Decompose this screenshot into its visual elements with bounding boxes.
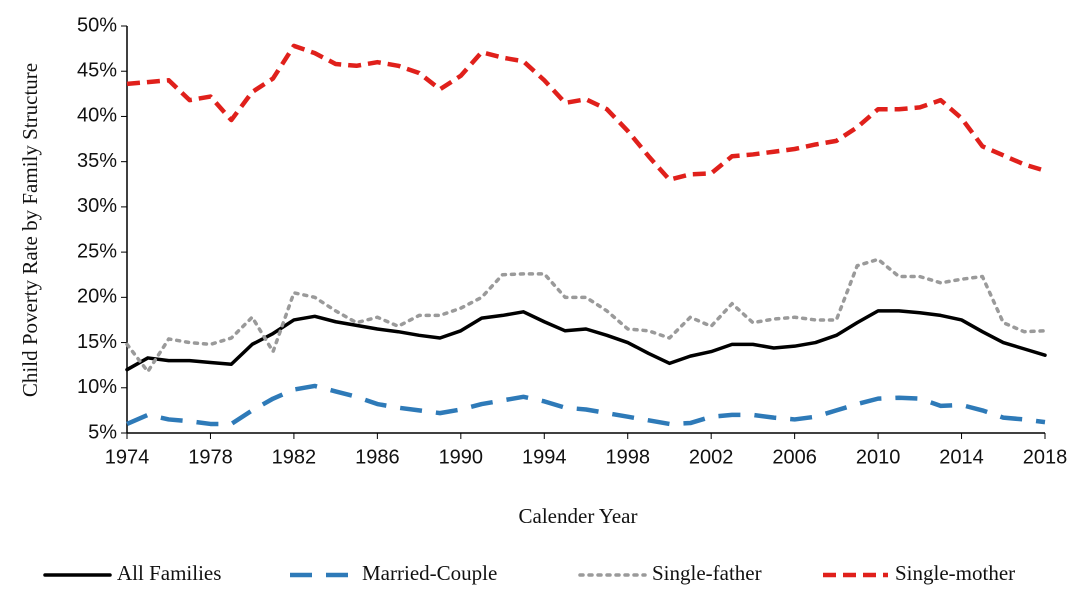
x-tick-label: 1990 (439, 446, 484, 468)
series-line (125, 309, 1047, 372)
y-tick-label: 5% (88, 421, 117, 443)
x-tick-label: 2002 (689, 446, 734, 468)
y-tick-label: 45% (77, 60, 117, 82)
x-tick-label: 1978 (188, 446, 233, 468)
y-tick-label: 15% (77, 331, 117, 353)
x-tick-label: 2014 (939, 446, 984, 468)
series-line (126, 43, 1046, 183)
y-tick-label: 20% (77, 286, 117, 308)
y-tick-label: 25% (77, 240, 117, 262)
x-tick-label: 1982 (272, 446, 317, 468)
series-line (125, 257, 1047, 374)
y-tick-label: 10% (77, 376, 117, 398)
y-tick-label: 50% (77, 14, 117, 36)
legend-label: Married-Couple (362, 561, 497, 585)
series-line (126, 383, 1046, 427)
legend-label: All Families (117, 561, 221, 585)
y-tick-label: 35% (77, 150, 117, 172)
x-tick-label: 1974 (105, 446, 150, 468)
legend-label: Single-mother (895, 561, 1015, 585)
x-tick-label: 1986 (355, 446, 400, 468)
x-tick-label: 2010 (856, 446, 901, 468)
x-tick-label: 1994 (522, 446, 567, 468)
y-tick-label: 40% (77, 105, 117, 127)
y-axis-label: Child Poverty Rate by Family Structure (18, 63, 42, 397)
legend-label: Single-father (652, 561, 762, 585)
x-tick-label: 1998 (605, 446, 650, 468)
x-tick-label: 2006 (772, 446, 817, 468)
x-axis-label: Calender Year (519, 504, 638, 528)
x-tick-label: 2018 (1023, 446, 1068, 468)
y-tick-label: 30% (77, 195, 117, 217)
